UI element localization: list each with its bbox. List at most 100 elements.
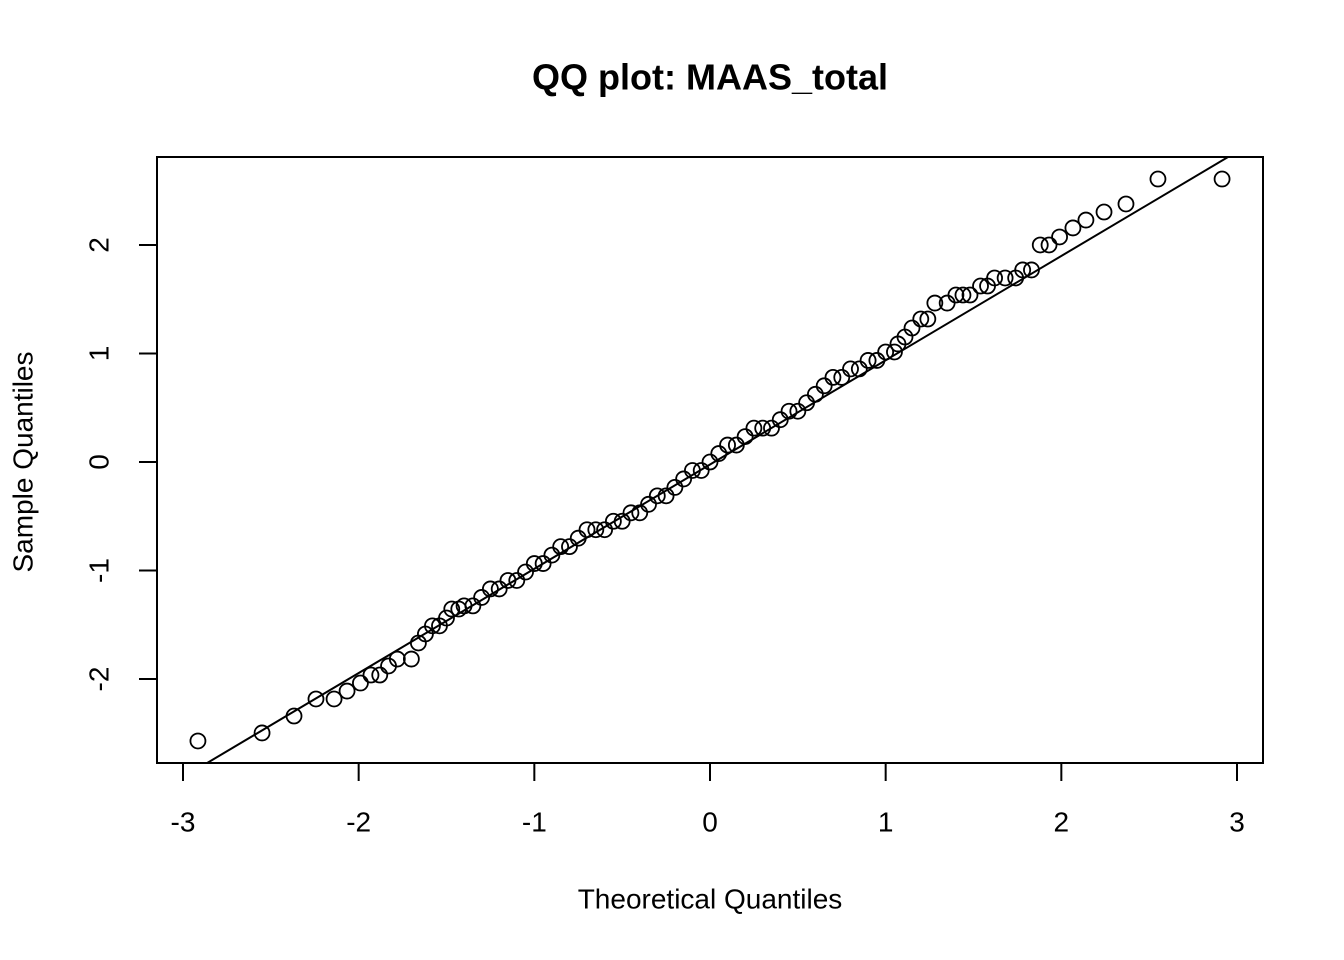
point (912, 310, 930, 328)
point (1031, 236, 1049, 254)
point (1023, 261, 1040, 279)
point (1213, 170, 1231, 188)
point (424, 617, 441, 635)
point (684, 462, 701, 479)
point (1064, 219, 1082, 237)
y-axis-label: Sample Quantiles (7, 351, 38, 572)
point (919, 310, 937, 328)
point (986, 269, 1003, 287)
y-tick-label: 1 (83, 346, 114, 362)
point (763, 419, 780, 437)
point (719, 436, 736, 454)
point (388, 650, 406, 668)
point (710, 445, 728, 462)
point (1149, 170, 1167, 188)
point (798, 394, 816, 412)
point (543, 546, 561, 564)
point (675, 470, 693, 488)
x-tick-label: 1 (878, 806, 894, 837)
y-tick-label: 0 (83, 454, 114, 470)
point (455, 597, 473, 615)
point (850, 360, 868, 378)
point (604, 512, 622, 530)
point (464, 597, 482, 615)
point (525, 555, 543, 572)
point (443, 600, 461, 618)
point (954, 286, 972, 304)
chart-title: QQ plot: MAAS_total (532, 57, 888, 98)
point (701, 453, 719, 471)
point (868, 352, 886, 369)
point (596, 521, 613, 539)
point (859, 352, 877, 369)
x-tick-label: 0 (702, 806, 718, 837)
point (996, 269, 1014, 287)
point (490, 580, 508, 598)
x-axis-label: Theoretical Quantiles (578, 883, 843, 914)
point (189, 732, 207, 750)
point (325, 690, 343, 708)
point (780, 402, 798, 420)
point (517, 563, 534, 581)
point (727, 436, 745, 454)
point (613, 512, 631, 530)
point (1051, 228, 1068, 246)
point (961, 286, 979, 304)
point (789, 402, 807, 420)
point (666, 478, 684, 496)
point (285, 707, 303, 725)
point (1117, 195, 1135, 213)
point (499, 572, 517, 589)
point (1014, 261, 1032, 279)
point (903, 319, 921, 337)
y-tick-label: 2 (83, 237, 114, 253)
point (754, 419, 772, 437)
point (622, 504, 640, 522)
y-tick-label: -1 (83, 558, 114, 583)
point (1095, 203, 1113, 221)
reference-line (205, 157, 1231, 763)
point (338, 682, 356, 700)
y-tick-label: -2 (83, 667, 114, 692)
point (833, 368, 851, 386)
point (692, 462, 710, 479)
plot-area (189, 157, 1231, 763)
point (402, 650, 420, 668)
point (587, 521, 605, 539)
point (824, 368, 842, 386)
point (631, 504, 649, 522)
point (534, 555, 552, 572)
x-tick-label: 2 (1054, 806, 1070, 837)
point (877, 343, 895, 361)
x-tick-label: -2 (346, 806, 371, 837)
point (807, 385, 824, 403)
point (569, 529, 587, 547)
point (352, 674, 369, 692)
point (886, 343, 903, 361)
point (1077, 211, 1095, 229)
point (745, 419, 763, 437)
point (552, 538, 570, 556)
point (736, 428, 754, 446)
point (926, 294, 944, 312)
point (438, 609, 455, 627)
point (253, 724, 271, 742)
x-tick-label: -3 (171, 806, 196, 837)
point (648, 487, 666, 505)
point (371, 666, 389, 684)
point (473, 589, 491, 606)
point (578, 521, 596, 539)
point (842, 360, 859, 378)
point (561, 538, 578, 556)
point (972, 277, 989, 295)
point (508, 572, 526, 589)
point (362, 666, 380, 684)
point (640, 495, 657, 513)
x-tick-label: -1 (522, 806, 547, 837)
point (815, 377, 833, 395)
point (771, 411, 789, 429)
x-tick-label: 3 (1229, 806, 1245, 837)
point (482, 580, 499, 598)
point (657, 487, 675, 505)
